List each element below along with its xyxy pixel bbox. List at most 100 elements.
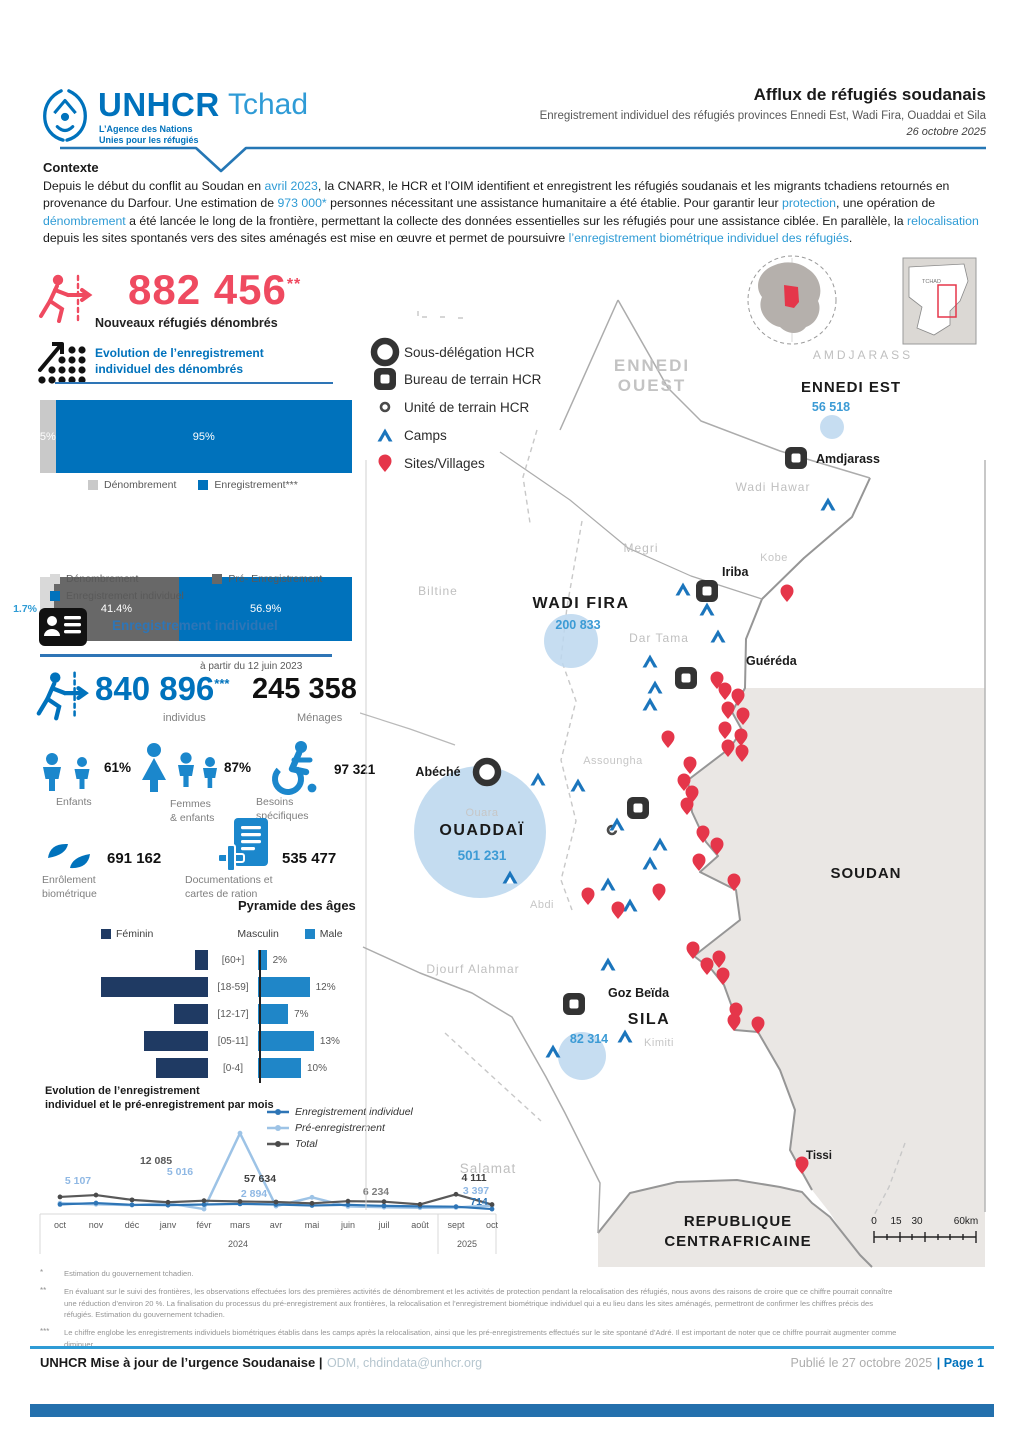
legend-label: Total: [295, 1138, 318, 1150]
svg-text:30: 30: [911, 1216, 923, 1227]
inset-label: TCHAD: [922, 279, 941, 285]
footer-contact-email[interactable]: ODM, chdindata@unhcr.org: [326, 1356, 483, 1370]
legend-label: Male: [319, 928, 343, 940]
legend-swatch: [101, 929, 111, 939]
context-link[interactable]: protection: [781, 196, 836, 211]
data-point: [453, 1191, 459, 1197]
monthly-line-chart: oct nov déc janv févr mars avr mai juin juil août s…: [39, 1130, 498, 1254]
footnote-marker: ***: [40, 1327, 50, 1337]
data-label: 5 016: [167, 1166, 193, 1178]
context-link[interactable]: 973 000*: [277, 196, 327, 211]
region-label-sila: SILA: [628, 1011, 670, 1028]
male-pct-label: 13%: [319, 1035, 340, 1047]
data-point: [309, 1200, 315, 1206]
legend-swatch: [88, 480, 98, 490]
pyramid-title: Pyramide des âges: [238, 898, 356, 913]
women-children-icon: [138, 742, 224, 803]
legend-swatch: [212, 574, 223, 584]
age-group-label: [12-17]: [217, 1008, 249, 1020]
registration-title: Enregistrement individuel: [112, 618, 278, 633]
data-label: 714: [470, 1196, 488, 1208]
sudan-area: [688, 688, 985, 1267]
data-point: [237, 1199, 243, 1204]
wheelchair-icon: [270, 740, 322, 801]
label-abdi: Abdi: [530, 899, 554, 911]
month-tick: juil: [377, 1220, 389, 1230]
dashed-borders: [417, 311, 906, 1222]
data-point: [165, 1199, 171, 1205]
inset-extent-box: [937, 284, 957, 318]
female-bar: [100, 977, 208, 997]
svg-text:15: 15: [890, 1216, 902, 1227]
region-label-wadi-fira: WADI FIRA: [532, 595, 629, 612]
context-paragraph: Depuis le début du conflit au Soudan en …: [43, 178, 988, 248]
bar2-legend-row2: Enregistrement individuel: [50, 590, 184, 602]
month-tick: mars: [230, 1220, 250, 1230]
bubble-ennedi-est: [820, 415, 844, 439]
bar-segment-label: 95%: [192, 430, 215, 443]
label-salamat: Salamat: [460, 1161, 517, 1176]
legend-swatch: [50, 574, 60, 584]
legend-item: Enregistrement individuel: [266, 1104, 413, 1120]
male-bar: [258, 1058, 301, 1078]
data-point: [417, 1202, 423, 1207]
label-megri: Megri: [623, 541, 658, 555]
camp-icon: [377, 428, 393, 442]
legend-label: Pré- Enregistrement: [228, 573, 323, 585]
children-icon: [38, 752, 100, 801]
context-link[interactable]: avril 2023: [264, 179, 318, 193]
bubble-sila: [558, 1032, 606, 1080]
legend-label: Sites/Villages: [404, 456, 485, 471]
org-tagline: L’Agence des Nations Unies pour les réfu…: [99, 124, 199, 146]
legend-label: Enregistrement***: [214, 479, 298, 491]
country-label-soudan: SOUDAN: [830, 865, 901, 882]
region-label-ennedi-ouest2: OUEST: [618, 376, 687, 395]
context-link[interactable]: dénombrement: [43, 213, 126, 228]
region-value-ouaddai: 501 231: [458, 848, 507, 863]
context-link[interactable]: l’enregistrement biométrique individuel …: [568, 231, 849, 246]
context-text: personnes nécessitant une assistance hum…: [326, 196, 782, 211]
month-tick: févr: [196, 1220, 211, 1230]
footnote-text: Estimation du gouvernement tchadien.: [64, 1269, 194, 1278]
situation-map: TCHAD Sous-délégation HCR Bureau de terr…: [360, 255, 986, 1268]
unhcr-emblem-icon: [43, 89, 87, 142]
map-legend: Sous-délégation HCR Bureau de terrain HC…: [374, 341, 542, 472]
runner-icon: [34, 272, 96, 331]
svg-text:0: 0: [871, 1216, 877, 1227]
label-kobe: Kobe: [760, 552, 788, 564]
female-bar: [156, 1058, 208, 1078]
data-point: [129, 1202, 135, 1208]
footnote-text: En évaluant sur le suivi des frontières,…: [64, 1286, 893, 1320]
monthly-chart-title: Evolution de l’enregistrement individuel…: [45, 1085, 274, 1112]
month-tick: déc: [125, 1220, 140, 1230]
male-bar: [258, 950, 267, 970]
data-point: [489, 1206, 495, 1212]
document-icon: [216, 816, 274, 881]
male-bar: [258, 977, 310, 997]
female-bar: [143, 1031, 208, 1051]
legend-label: Pré-enregistrement: [295, 1122, 385, 1134]
country-label-car2: CENTRAFRICAINE: [664, 1233, 811, 1250]
data-point: [93, 1192, 99, 1198]
bar-outside-label: 1.7%: [13, 603, 37, 615]
age-group-label: [18-59]: [217, 981, 249, 993]
context-text: , la CNARR, le HCR et l’OIM identifient …: [43, 179, 950, 211]
town-tissi: Tissi: [806, 1150, 832, 1162]
org-name: UNHCR: [98, 86, 220, 123]
bar-segment-label: 5%: [39, 430, 56, 443]
data-point: [345, 1202, 351, 1208]
key-figure-footmark: **: [286, 276, 302, 293]
denombrement-enregistrement-bar: 5% 95%: [40, 400, 352, 473]
context-link[interactable]: relocalisation: [907, 213, 979, 228]
month-tick: juin: [340, 1220, 355, 1230]
male-bar: [258, 1031, 314, 1051]
data-point: [93, 1200, 99, 1206]
data-point: [489, 1202, 495, 1207]
region-label-ennedi-est: ENNEDI EST: [801, 379, 901, 396]
unhcr-logo: [36, 86, 94, 144]
legend-swatch: [198, 480, 209, 490]
scale-bar: 0 15 30 60km: [871, 1216, 978, 1243]
town-guereda: Guéréda: [746, 654, 798, 668]
data-label: 6 234: [363, 1186, 389, 1198]
town-iriba: Iriba: [722, 565, 749, 579]
